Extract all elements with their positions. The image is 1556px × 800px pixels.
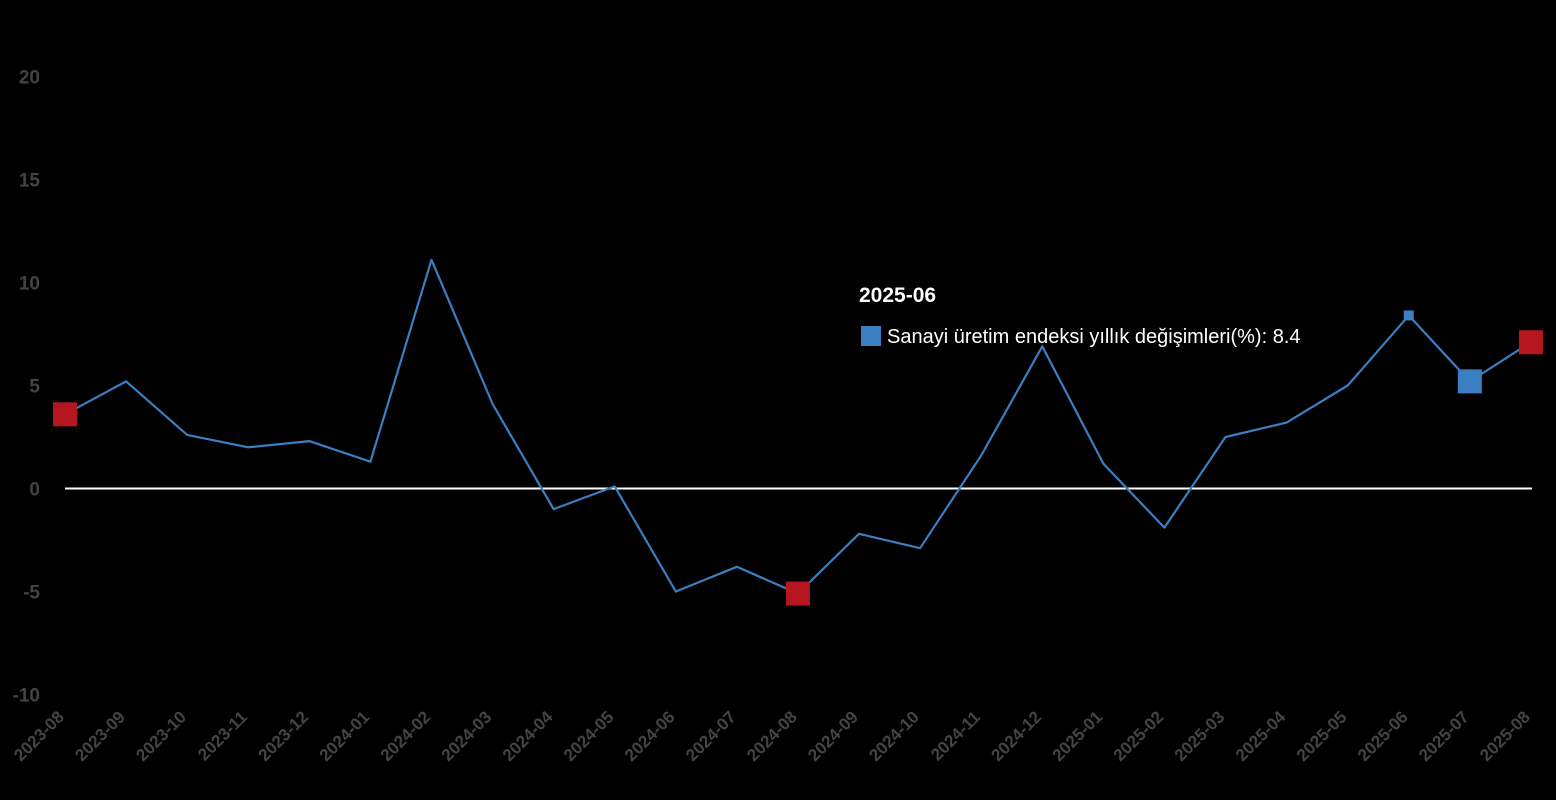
- hovered-point: [1403, 310, 1414, 321]
- y-axis-ticks: -10 -5 0 5 10 15 20: [13, 68, 41, 707]
- y-tick-label: 20: [19, 68, 40, 89]
- x-tick-label: 2024-02: [377, 707, 435, 765]
- highlight-markers: [53, 330, 1543, 606]
- x-tick-label: 2025-02: [1110, 707, 1168, 765]
- x-axis-ticks: 2023-08 2023-09 2023-10 2023-11 2023-12 2024-…: [10, 707, 1533, 765]
- x-tick-label: 2024-05: [560, 707, 618, 765]
- x-tick-label: 2024-12: [988, 707, 1046, 765]
- tooltip: 2025-06 Sanayi üretim endeksi yıllık değ…: [859, 284, 1301, 348]
- x-tick-label: 2025-01: [1049, 707, 1107, 765]
- y-tick-label: -5: [23, 583, 40, 604]
- x-tick-label: 2024-04: [499, 707, 557, 765]
- x-tick-label: 2024-11: [927, 707, 984, 764]
- series-line: [64, 258, 1532, 595]
- y-tick-label: -10: [13, 686, 40, 707]
- y-tick-label: 15: [19, 171, 41, 192]
- x-tick-label: 2023-08: [10, 707, 68, 765]
- x-tick-label: 2024-09: [804, 707, 862, 765]
- tooltip-value: 8.4: [1273, 326, 1301, 348]
- x-tick-label: 2023-09: [71, 707, 129, 765]
- highlight-marker: [785, 581, 810, 606]
- tooltip-title: 2025-06: [859, 284, 936, 307]
- y-tick-label: 0: [29, 480, 40, 501]
- x-tick-label: 2024-08: [743, 707, 801, 765]
- y-tick-label: 5: [29, 377, 40, 398]
- tooltip-separator: :: [1262, 326, 1273, 348]
- x-tick-label: 2025-07: [1415, 707, 1473, 765]
- highlight-marker: [1518, 330, 1543, 355]
- x-tick-label: 2025-03: [1171, 707, 1229, 765]
- series-group: [64, 258, 1532, 595]
- highlight-marker: [53, 402, 77, 427]
- y-tick-label: 10: [19, 274, 40, 295]
- x-tick-label: 2024-01: [316, 707, 374, 765]
- x-tick-label: 2025-06: [1354, 707, 1412, 765]
- x-tick-label: 2024-07: [682, 707, 740, 765]
- highlight-marker: [1457, 369, 1482, 394]
- x-tick-label: 2023-12: [255, 707, 313, 765]
- tooltip-legend-swatch: [861, 326, 881, 346]
- tooltip-series-name: Sanayi üretim endeksi yıllık değişimleri…: [887, 326, 1262, 348]
- x-tick-label: 2025-04: [1232, 707, 1290, 765]
- x-tick-label: 2024-10: [865, 707, 923, 765]
- tooltip-text: Sanayi üretim endeksi yıllık değişimleri…: [887, 326, 1301, 348]
- x-tick-label: 2025-08: [1476, 707, 1534, 765]
- x-tick-label: 2024-06: [621, 707, 679, 765]
- x-tick-label: 2023-11: [194, 707, 251, 764]
- x-tick-label: 2024-03: [438, 707, 496, 765]
- x-tick-label: 2023-10: [132, 707, 190, 765]
- x-tick-label: 2025-05: [1293, 707, 1351, 765]
